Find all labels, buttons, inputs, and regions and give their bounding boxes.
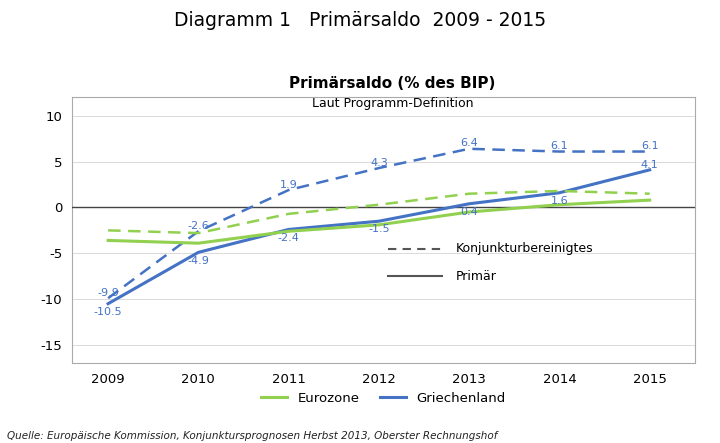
Text: Primär: Primär [456, 270, 497, 283]
Text: 1.9: 1.9 [280, 179, 297, 190]
Text: Diagramm 1   Primärsaldo  2009 - 2015: Diagramm 1 Primärsaldo 2009 - 2015 [174, 11, 546, 30]
Text: 6.1: 6.1 [551, 141, 568, 151]
Text: 4.1: 4.1 [641, 160, 659, 170]
Text: 4.3: 4.3 [370, 158, 388, 167]
Text: Quelle: Europäische Kommission, Konjunktursprognosen Herbst 2013, Oberster Rechn: Quelle: Europäische Kommission, Konjunkt… [7, 431, 498, 441]
Text: 6.1: 6.1 [641, 141, 659, 151]
Text: -2.4: -2.4 [278, 233, 300, 243]
Text: 0.4: 0.4 [460, 207, 478, 217]
Text: -2.6: -2.6 [187, 221, 210, 231]
Text: -4.9: -4.9 [187, 256, 210, 266]
Text: -10.5: -10.5 [94, 307, 122, 317]
Text: Laut Programm-Definition: Laut Programm-Definition [312, 97, 473, 110]
Text: 1.6: 1.6 [551, 196, 568, 206]
Legend: Eurozone, Griechenland: Eurozone, Griechenland [261, 392, 506, 404]
Text: -1.5: -1.5 [368, 225, 390, 234]
Text: Konjunkturbereinigtes: Konjunkturbereinigtes [456, 242, 593, 255]
Text: Primärsaldo (% des BIP): Primärsaldo (% des BIP) [289, 76, 495, 91]
Text: -9.9: -9.9 [97, 288, 119, 298]
Text: 6.4: 6.4 [460, 138, 478, 148]
